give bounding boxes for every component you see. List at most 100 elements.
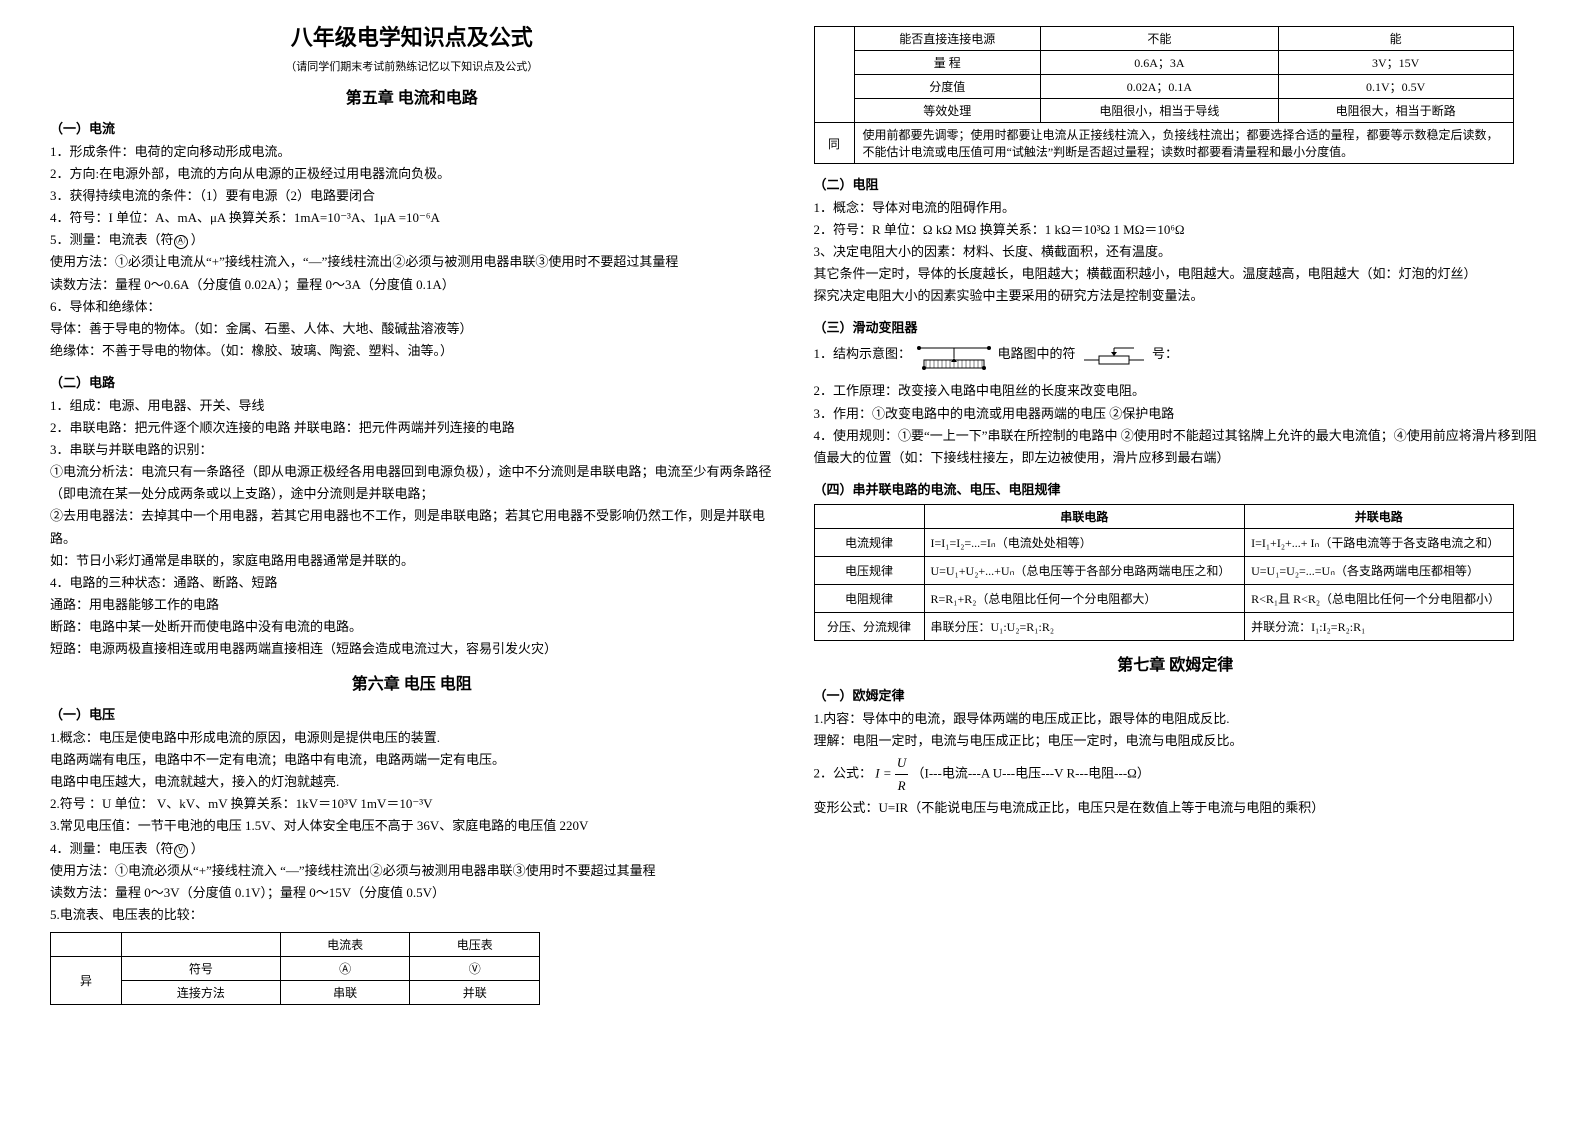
- table-row: 串联电路 并联电路: [814, 504, 1513, 528]
- table-row: 异 符号 Ⓐ Ⓥ: [51, 956, 540, 980]
- cell: R<R₁且 R<R₂（总电阻比任何一个分电阻都小）: [1245, 584, 1513, 612]
- table-row: 等效处理 电阻很小，相当于导线 电阻很大，相当于断路: [814, 99, 1513, 123]
- ch5-s1-head: （一）电流: [50, 118, 774, 137]
- formula-i-equals: I =: [875, 766, 895, 781]
- ch5-s2-4: ①电流分析法：电流只有一条路径（即从电源正极经各用电器回到电源负极），途中不分流…: [50, 461, 774, 505]
- ch7-s1-head: （一）欧姆定律: [814, 685, 1538, 704]
- ch5-s1-5a: 5．测量：电流表（符: [50, 232, 174, 247]
- cell: 3V；15V: [1278, 51, 1513, 75]
- cell: [121, 932, 280, 956]
- cell: 电阻很小，相当于导线: [1041, 99, 1279, 123]
- ch6-s1-3: 电路中电压越大，电流就越大，接入的灯泡就越亮.: [50, 771, 774, 793]
- ch5-s2-10: 短路：电源两极直接相连或用电器两端直接相连（短路会造成电流过大，容易引发火灾）: [50, 638, 774, 660]
- ch5-s1-8: 6．导体和绝缘体：: [50, 296, 774, 318]
- cell: 不能: [1041, 27, 1279, 51]
- ch5-s1-4: 4．符号：I 单位：A、mA、μA 换算关系：1mA=10⁻³A、1μA =10…: [50, 207, 774, 229]
- cell: 0.02A；0.1A: [1041, 75, 1279, 99]
- ch6-s3-head: （三）滑动变阻器: [814, 317, 1538, 336]
- table-row: 电流规律 I=I₁=I₂=...=Iₙ（电流处处相等） I=I₁+I₂+...+…: [814, 528, 1513, 556]
- cell: 并联: [410, 980, 540, 1004]
- cell: 电流表: [280, 932, 410, 956]
- cell: R=R₁+R₂（总电阻比任何一个分电阻都大）: [924, 584, 1245, 612]
- ch5-s1-2: 2．方向:在电源外部，电流的方向从电源的正极经过用电器流向负极。: [50, 163, 774, 185]
- ch5-s1-1: 1．形成条件：电荷的定向移动形成电流。: [50, 141, 774, 163]
- ch6-s1-6c: ）: [188, 841, 204, 856]
- ch7-s1-4: 变形公式：U=IR（不能说电压与电流成正比，电压只是在数值上等于电流与电阻的乘积…: [814, 797, 1538, 819]
- left-column: 八年级电学知识点及公式 （请同学们期末考试前熟练记忆以下知识点及公式） 第五章 …: [30, 20, 794, 1102]
- ch6-s3-2: 2．工作原理：改变接入电路中电阻丝的长度来改变电阻。: [814, 380, 1538, 402]
- ammeter-symbol-icon: Ⓐ: [174, 235, 188, 249]
- cell: 等效处理: [854, 99, 1041, 123]
- cell: 分压、分流规律: [814, 612, 924, 640]
- ch6-s1-7: 使用方法：①电流必须从“+”接线柱流入 “—”接线柱流出②必须与被测用电器串联③…: [50, 860, 774, 882]
- ch5-s2-8: 通路：用电器能够工作的电路: [50, 594, 774, 616]
- ch6-s2-1: 1．概念：导体对电流的阻碍作用。: [814, 197, 1538, 219]
- ch6-s2-head: （二）电阻: [814, 174, 1538, 193]
- ch5-s1-9: 导体：善于导电的物体。（如：金属、石墨、人体、大地、酸碱盐溶液等）: [50, 318, 774, 340]
- ch6-s3-1b: 电路图中的符: [998, 346, 1076, 361]
- ch6-s2-5: 探究决定电阻大小的因素实验中主要采用的研究方法是控制变量法。: [814, 285, 1538, 307]
- ch6-s1-2: 电路两端有电压，电路中不一定有电流；电路中有电流，电路两端一定有电压。: [50, 749, 774, 771]
- ch6-heading: 第六章 电压 电阻: [50, 670, 774, 694]
- ch6-s3-1c: 号：: [1152, 346, 1178, 361]
- ch6-s3-3: 3．作用：①改变电路中的电流或用电器两端的电压 ②保护电路: [814, 403, 1538, 425]
- ch5-s1-10: 绝缘体：不善于导电的物体。（如：橡胶、玻璃、陶瓷、塑料、油等。）: [50, 340, 774, 362]
- ch6-s1-9: 5.电流表、电压表的比较：: [50, 904, 774, 926]
- page-title: 八年级电学知识点及公式: [50, 20, 774, 52]
- cell: I=I₁=I₂=...=Iₙ（电流处处相等）: [924, 528, 1245, 556]
- table-row: 连接方法 串联 并联: [51, 980, 540, 1004]
- ch5-s1-5c: ）: [188, 232, 204, 247]
- table-row: 分度值 0.02A；0.1A 0.1V；0.5V: [814, 75, 1513, 99]
- voltmeter-symbol-icon: Ⓥ: [174, 844, 188, 858]
- ch5-s1-7: 读数方法：量程 0～0.6A（分度值 0.02A）；量程 0～3A（分度值 0.…: [50, 274, 774, 296]
- ch6-s2-3: 3、决定电阻大小的因素：材料、长度、横截面积，还有温度。: [814, 241, 1538, 263]
- cell: I=I₁+I₂+...+ Iₙ（干路电流等于各支路电流之和）: [1245, 528, 1513, 556]
- formula-u: U: [895, 752, 908, 775]
- ch6-s1-head: （一）电压: [50, 704, 774, 723]
- cell: 并联电路: [1245, 504, 1513, 528]
- cell: 量 程: [854, 51, 1041, 75]
- table-row: 电流表 电压表: [51, 932, 540, 956]
- table-row: 同 使用前都要先调零；使用时都要让电流从正接线柱流入，负接线柱流出；都要选择合适…: [814, 123, 1513, 164]
- ch5-s2-3: 3．串联与并联电路的识别：: [50, 439, 774, 461]
- table-row: 分压、分流规律 串联分压：U₁:U₂=R₁:R₂ 并联分流：I₁:I₂=R₂:R…: [814, 612, 1513, 640]
- cell: 连接方法: [121, 980, 280, 1004]
- ch5-s2-1: 1．组成：电源、用电器、开关、导线: [50, 395, 774, 417]
- ch7-s1-3a: 2．公式：: [814, 766, 873, 781]
- ch5-s2-7: 4．电路的三种状态：通路、断路、短路: [50, 572, 774, 594]
- cell: 电压表: [410, 932, 540, 956]
- table-row: 能否直接连接电源 不能 能: [814, 27, 1513, 51]
- ch6-s1-8: 读数方法：量程 0～3V（分度值 0.1V）；量程 0～15V（分度值 0.5V…: [50, 882, 774, 904]
- cell: 并联分流：I₁:I₂=R₂:R₁: [1245, 612, 1513, 640]
- table-row: 电压规律 U=U₁+U₂+...+Uₙ（总电压等于各部分电路两端电压之和） U=…: [814, 556, 1513, 584]
- cell: 电阻很大，相当于断路: [1278, 99, 1513, 123]
- cell: 使用前都要先调零；使用时都要让电流从正接线柱流入，负接线柱流出；都要选择合适的量…: [854, 123, 1513, 164]
- ch6-s3-1a: 1．结构示意图：: [814, 346, 912, 361]
- ch5-s1-6: 使用方法：①必须让电流从“+”接线柱流入，“—”接线柱流出②必须与被测用电器串联…: [50, 251, 774, 273]
- cell: 串联: [280, 980, 410, 1004]
- ch7-s1-3: 2．公式： I = U R （I---电流---A U---电压---V R--…: [814, 752, 1538, 797]
- ch5-s2-head: （二）电路: [50, 372, 774, 391]
- ch7-s1-1: 1.内容：导体中的电流，跟导体两端的电压成正比，跟导体的电阻成反比.: [814, 708, 1538, 730]
- right-column: 能否直接连接电源 不能 能 量 程 0.6A；3A 3V；15V 分度值 0.0…: [794, 20, 1558, 1102]
- ch7-s1-2: 理解：电阻一定时，电流与电压成正比；电压一定时，电流与电阻成反比。: [814, 730, 1538, 752]
- ch5-s2-5: ②去用电器法：去掉其中一个用电器，若其它用电器也不工作，则是串联电路；若其它用电…: [50, 505, 774, 549]
- cell: 电阻规律: [814, 584, 924, 612]
- table-row: 量 程 0.6A；3A 3V；15V: [814, 51, 1513, 75]
- cell: 电流规律: [814, 528, 924, 556]
- ch5-heading: 第五章 电流和电路: [50, 84, 774, 108]
- subtitle: （请同学们期末考试前熟练记忆以下知识点及公式）: [50, 58, 774, 74]
- series-parallel-rules-table: 串联电路 并联电路 电流规律 I=I₁=I₂=...=Iₙ（电流处处相等） I=…: [814, 504, 1514, 641]
- cell: 符号: [121, 956, 280, 980]
- cell: Ⓥ: [410, 956, 540, 980]
- ch5-s1-3: 3．获得持续电流的条件：（1）要有电源（2）电路要闭合: [50, 185, 774, 207]
- ch7-s1-3c: （I---电流---A U---电压---V R---电阻---Ω）: [912, 766, 1150, 781]
- meter-compare-table-part2: 能否直接连接电源 不能 能 量 程 0.6A；3A 3V；15V 分度值 0.0…: [814, 26, 1514, 164]
- ch5-s2-9: 断路：电路中某一处断开而使电路中没有电流的电路。: [50, 616, 774, 638]
- cell: U=U₁+U₂+...+Uₙ（总电压等于各部分电路两端电压之和）: [924, 556, 1245, 584]
- cell: 0.6A；3A: [1041, 51, 1279, 75]
- ch5-s1-5: 5．测量：电流表（符Ⓐ ）: [50, 229, 774, 251]
- ch6-s1-1: 1.概念：电压是使电路中形成电流的原因，电源则是提供电压的装置.: [50, 727, 774, 749]
- ch6-s1-6a: 4．测量：电压表（符: [50, 841, 174, 856]
- ch6-s2-2: 2．符号：R 单位：Ω kΩ MΩ 换算关系：1 kΩ＝10³Ω 1 MΩ＝10…: [814, 219, 1538, 241]
